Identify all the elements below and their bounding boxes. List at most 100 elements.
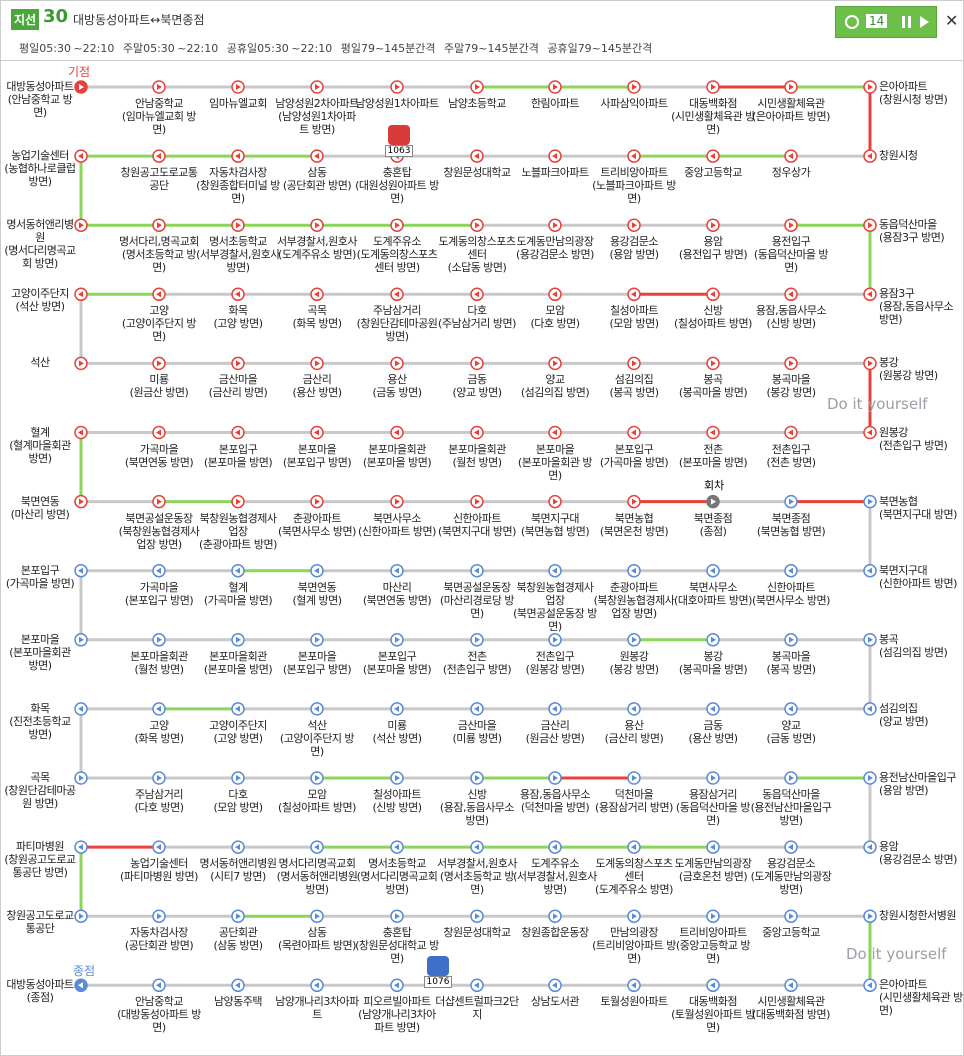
stop-name: 화목: [30, 701, 50, 715]
stop-arrow: [710, 705, 715, 712]
stop-arrow: [314, 705, 319, 712]
stop-label: 도계동만남의광장 (용강검문소 방면): [513, 235, 597, 261]
stop-label: 북면사무소 (대호아파트 방면): [671, 581, 755, 607]
stop-name: 마산리: [382, 580, 412, 594]
stop-name: 곡목: [30, 771, 50, 784]
stop-direction: (용잠삼거리 방면): [595, 801, 673, 814]
stop-name: 상남도서관: [530, 995, 580, 1009]
stop-name: 섬김의집: [879, 701, 918, 715]
stop-name: 고양: [149, 304, 169, 318]
stop-name: 시민생활체육관: [757, 97, 825, 110]
stop-name: 봉곡: [879, 632, 899, 646]
stop-direction: (본포마을 방면): [203, 662, 273, 676]
stop-direction: (서부경찰서,원호사 방면): [513, 870, 597, 897]
stop-label: 피오르빌아파트 (남양개나리3차아파트 방면): [355, 995, 439, 1034]
stop-direction: (용산 방면): [292, 386, 342, 400]
stop-name: 남양개나리3차아파트: [275, 995, 359, 1022]
stop-direction: (창원문성대학교 방면): [355, 939, 439, 966]
stop-arrow: [475, 222, 480, 229]
stop-arrow: [157, 360, 162, 367]
stop-label: 고양이주단지 (석산 방면): [3, 287, 77, 313]
bus-number: 1076: [424, 976, 452, 988]
stop-name: 금산마을: [457, 718, 497, 732]
stop-arrow: [788, 429, 793, 436]
stop-name: 트리비앙아파트: [600, 166, 668, 180]
stop-direction: (명서초등학교 방면): [439, 870, 515, 897]
stop-direction: (서부경찰서,원호사 방면): [196, 248, 280, 275]
stop-label: 대방동성아파트 (종점): [3, 978, 77, 1004]
stop-name: 더샵센트럴파크2단지: [435, 995, 519, 1022]
stop-name: 노블파크아파트: [521, 166, 589, 180]
stop-arrow: [236, 360, 241, 367]
stop-label: 정우상가: [749, 166, 833, 179]
stop-label: 금산리 (원금산 방면): [513, 719, 597, 745]
stop-label: 금산마을 (금산리 방면): [196, 373, 280, 399]
stop-name: 임마뉴엘교회: [209, 97, 267, 110]
stop-arrow: [474, 567, 479, 574]
stop-direction: (용전입구 방면): [678, 248, 748, 262]
stop-label: 중앙고등학교: [671, 166, 755, 179]
stop-direction: (대호아파트 방면): [674, 593, 752, 607]
stop-name: 봉곡마을: [771, 373, 811, 387]
stop-label: 봉곡마을 (봉곡 방면): [749, 650, 833, 676]
stop-name: 혈계: [228, 580, 248, 594]
stop-direction: (북면공설운동장 방면): [513, 606, 597, 633]
schedule-item: 주말05:30 ~22:10: [122, 42, 219, 55]
stop-arrow: [632, 222, 637, 229]
stop-arrow: [475, 913, 480, 920]
stop-arrow: [78, 844, 83, 851]
stop-name: 도계동의창스포츠센터: [595, 857, 673, 884]
refresh-control[interactable]: 14: [835, 6, 937, 38]
end-label: 종점: [73, 964, 96, 978]
stop-label: 안남중학교 (대방동성아파트 방면): [117, 995, 201, 1034]
stop-label: 명서초등학교 (명서다리명곡교회 방면): [355, 857, 439, 896]
stop-arrow: [711, 84, 716, 90]
stop-label: 노블파크아파트: [513, 166, 597, 179]
stop-name: 신한아파트: [766, 580, 816, 594]
stop-name: 은아아파트: [879, 80, 928, 93]
stop-direction: (북창원농협경제사업장 방면): [593, 593, 675, 620]
stop-direction: (도계동의창스포츠센터 방면): [356, 248, 438, 275]
stop-direction: (북면지구대 방면): [438, 524, 516, 538]
stop-name: 안남중학교: [134, 995, 184, 1009]
stop-arrow: [395, 636, 400, 643]
interval-item: 주말79~145분간격: [444, 42, 539, 55]
stop-direction: (원봉강 방면): [525, 662, 585, 676]
stop-arrow: [394, 567, 399, 574]
stop-direction: (혈계 방면): [292, 593, 342, 607]
stop-direction: (전촌입구 방면): [442, 662, 512, 676]
route-title: 대방동성아파트↔북면종점: [73, 13, 205, 27]
stop-arrow: [157, 84, 162, 90]
stop-arrow: [394, 291, 399, 298]
stop-label: 곡목 (화목 방면): [275, 304, 359, 330]
stop-direction: (미룡 방면): [452, 731, 502, 745]
stop-direction: (봉곡마을 방면): [678, 662, 748, 676]
stop-arrow: [867, 844, 872, 851]
stop-label: 화목 (진전초등학교 방면): [3, 702, 77, 741]
stop-name: 삼동: [307, 166, 327, 180]
stop-label: 남양개나리3차아파트: [275, 995, 359, 1021]
stop-label: 미룡 (원금산 방면): [117, 373, 201, 399]
stop-arrow: [235, 567, 240, 574]
stop-name: 창원공고도로교통공단: [6, 909, 74, 936]
stop-name: 시민생활체육관: [757, 995, 825, 1009]
stop-name: 본포마을회관: [448, 442, 506, 456]
close-button[interactable]: ✕: [945, 11, 959, 30]
stop-label: 북창원농협경제사업장 (춘광아파트 방면): [196, 512, 280, 551]
stop-label: 명서초등학교 (서부경찰서,원호사 방면): [196, 235, 280, 274]
stop-name: 용강검문소: [766, 857, 816, 871]
stop-arrow: [710, 567, 715, 574]
stop-label: 봉곡 (봉곡마을 방면): [671, 373, 755, 399]
stop-name: 춘광아파트: [292, 511, 342, 525]
stop-name: 용산: [624, 718, 644, 732]
stop-name: 금산마을: [218, 373, 258, 387]
stop-arrow: [315, 360, 320, 367]
stop-arrow: [868, 360, 873, 367]
stop-direction: (용잠,동읍사무소 방면): [439, 801, 515, 827]
stop-label: 북면연동 (마산리 방면): [3, 495, 77, 521]
stop-label: 본포입구 (가곡마을 방면): [592, 443, 676, 469]
stop-direction: (봉곡 방면): [766, 662, 816, 676]
stop-label: 모암 (칠성아파트 방면): [275, 788, 359, 814]
stop-direction: (용산 방면): [688, 731, 738, 745]
stop-arrow: [235, 429, 240, 436]
